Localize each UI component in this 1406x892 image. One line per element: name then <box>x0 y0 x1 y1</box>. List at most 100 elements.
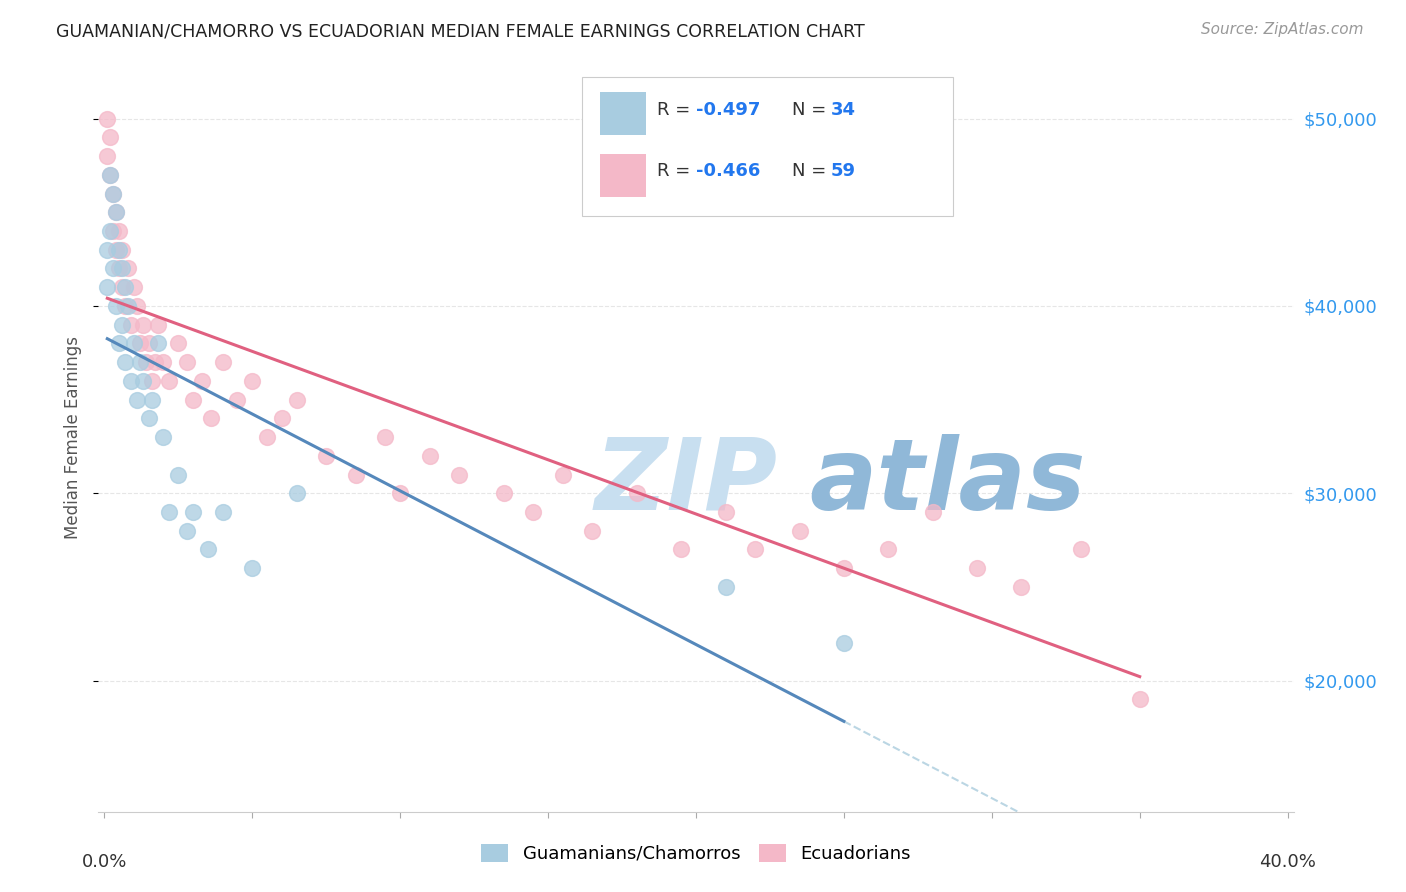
Point <box>132 318 155 332</box>
Point <box>111 318 134 332</box>
Point <box>181 392 204 407</box>
Point <box>96 280 118 294</box>
Point <box>389 486 412 500</box>
Point <box>111 243 134 257</box>
Point <box>240 374 263 388</box>
Point <box>125 299 148 313</box>
Point <box>105 243 128 257</box>
Point <box>285 392 308 407</box>
Point <box>551 467 574 482</box>
Point <box>103 186 125 201</box>
Point <box>128 355 150 369</box>
Text: 59: 59 <box>831 162 856 180</box>
Point <box>1129 692 1152 706</box>
Point <box>744 542 766 557</box>
Text: N =: N = <box>792 101 831 119</box>
Point <box>191 374 214 388</box>
Text: -0.466: -0.466 <box>696 162 761 180</box>
Point <box>96 112 118 126</box>
Point <box>98 168 121 182</box>
Point <box>1010 580 1032 594</box>
Point <box>117 261 139 276</box>
Point <box>1070 542 1092 557</box>
Point <box>789 524 811 538</box>
Point <box>226 392 249 407</box>
Legend: Guamanians/Chamorros, Ecuadorians: Guamanians/Chamorros, Ecuadorians <box>474 837 918 870</box>
Text: R =: R = <box>657 101 696 119</box>
Text: 34: 34 <box>831 101 856 119</box>
Text: N =: N = <box>792 162 831 180</box>
Point <box>143 355 166 369</box>
Point <box>132 374 155 388</box>
FancyBboxPatch shape <box>600 92 645 135</box>
Point <box>256 430 278 444</box>
Point <box>105 205 128 219</box>
Point <box>98 130 121 145</box>
Point <box>114 280 136 294</box>
Point <box>146 336 169 351</box>
Point <box>117 299 139 313</box>
Point <box>522 505 544 519</box>
Point <box>120 374 142 388</box>
Point <box>374 430 396 444</box>
Point <box>492 486 515 500</box>
Point <box>135 355 157 369</box>
Point <box>108 336 131 351</box>
Point <box>315 449 337 463</box>
Point <box>181 505 204 519</box>
Point <box>114 355 136 369</box>
Point <box>138 411 160 425</box>
FancyBboxPatch shape <box>600 153 645 197</box>
Point <box>176 355 198 369</box>
Point <box>122 280 145 294</box>
Point <box>626 486 648 500</box>
Point <box>966 561 988 575</box>
FancyBboxPatch shape <box>582 78 953 216</box>
Text: Source: ZipAtlas.com: Source: ZipAtlas.com <box>1201 22 1364 37</box>
Point <box>167 336 190 351</box>
Point <box>96 243 118 257</box>
Point <box>270 411 292 425</box>
Point <box>832 561 855 575</box>
Point <box>105 299 128 313</box>
Text: 40.0%: 40.0% <box>1260 854 1316 871</box>
Point <box>877 542 900 557</box>
Point <box>98 224 121 238</box>
Point <box>120 318 142 332</box>
Point <box>152 355 174 369</box>
Text: 0.0%: 0.0% <box>82 854 127 871</box>
Point <box>152 430 174 444</box>
Text: ZIP: ZIP <box>595 434 778 531</box>
Point <box>103 224 125 238</box>
Point <box>146 318 169 332</box>
Point <box>167 467 190 482</box>
Point <box>581 524 603 538</box>
Point <box>138 336 160 351</box>
Point <box>714 580 737 594</box>
Point <box>108 224 131 238</box>
Point <box>96 149 118 163</box>
Point <box>122 336 145 351</box>
Point <box>103 261 125 276</box>
Point <box>98 168 121 182</box>
Point <box>285 486 308 500</box>
Point <box>128 336 150 351</box>
Point <box>108 261 131 276</box>
Point <box>157 505 180 519</box>
Text: GUAMANIAN/CHAMORRO VS ECUADORIAN MEDIAN FEMALE EARNINGS CORRELATION CHART: GUAMANIAN/CHAMORRO VS ECUADORIAN MEDIAN … <box>56 22 865 40</box>
Point <box>449 467 471 482</box>
Y-axis label: Median Female Earnings: Median Female Earnings <box>65 335 83 539</box>
Text: atlas: atlas <box>810 434 1085 531</box>
Point <box>125 392 148 407</box>
Point <box>114 299 136 313</box>
Text: R =: R = <box>657 162 696 180</box>
Point <box>105 205 128 219</box>
Point <box>832 636 855 650</box>
Point <box>200 411 222 425</box>
Point <box>103 186 125 201</box>
Point <box>141 374 163 388</box>
Text: -0.497: -0.497 <box>696 101 761 119</box>
Point <box>211 355 233 369</box>
Point <box>108 243 131 257</box>
Point <box>157 374 180 388</box>
